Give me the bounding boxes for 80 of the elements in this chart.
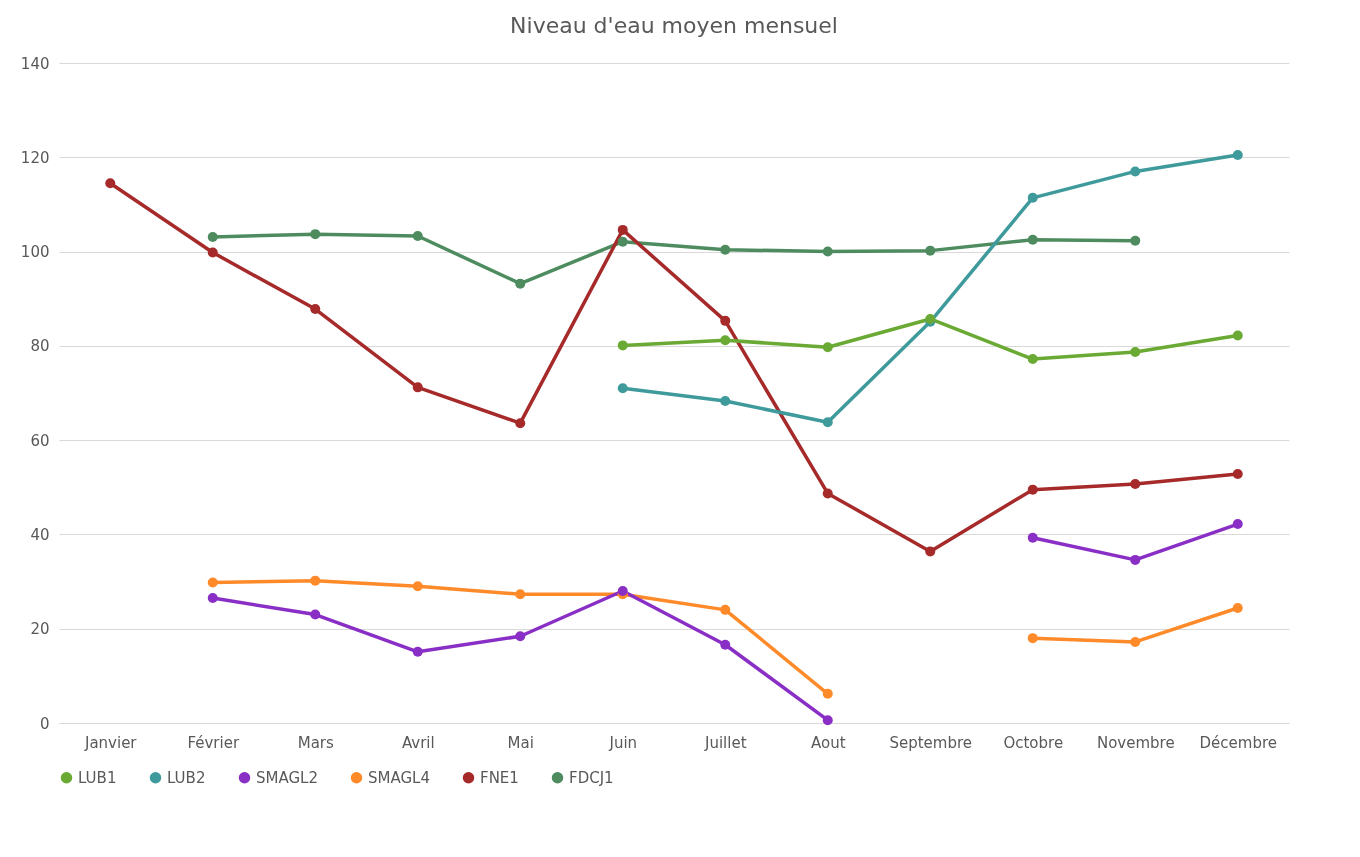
x-tick-label: Juillet <box>703 733 747 752</box>
legend-label: FDCJ1 <box>569 768 614 787</box>
y-tick-label: 20 <box>30 620 50 639</box>
legend-label: LUB1 <box>78 768 117 787</box>
point <box>207 577 218 588</box>
legend-label: SMAGL2 <box>256 768 318 787</box>
y-tick-label: 80 <box>30 337 50 356</box>
point <box>310 609 321 620</box>
y-tick-label: 140 <box>20 54 50 73</box>
point <box>822 688 833 699</box>
point <box>1130 347 1141 357</box>
legend-label: SMAGL4 <box>368 768 430 787</box>
x-tick-label: Octobre <box>1003 733 1064 752</box>
point <box>925 245 936 256</box>
point <box>1130 554 1141 565</box>
chart-title: Niveau d'eau moyen mensuel <box>510 13 838 38</box>
point <box>1130 636 1141 647</box>
point <box>617 383 628 394</box>
y-tick-label: 100 <box>20 243 50 262</box>
point <box>207 593 218 604</box>
x-tick-label: Avril <box>401 733 435 752</box>
point <box>310 304 321 315</box>
point <box>1027 354 1038 365</box>
point <box>1027 192 1038 203</box>
point <box>822 715 833 726</box>
x-tick-label: Mai <box>507 733 534 752</box>
point <box>822 488 833 499</box>
point <box>1027 484 1038 495</box>
point <box>515 631 526 642</box>
x-tick-label: Janvier <box>83 733 138 752</box>
point <box>720 396 731 406</box>
point <box>617 586 628 596</box>
x-tick-label: Juin <box>608 733 638 752</box>
x-tick-label: Décembre <box>1199 733 1277 752</box>
point <box>105 178 116 189</box>
y-tick-label: 120 <box>20 148 50 167</box>
point <box>412 382 423 393</box>
point <box>720 315 731 326</box>
point <box>1130 235 1141 246</box>
point <box>412 646 423 657</box>
y-tick-label: 0 <box>39 714 50 733</box>
point <box>515 418 526 429</box>
point <box>617 340 628 351</box>
legend-label: LUB2 <box>167 768 206 787</box>
x-tick-label: Aout <box>810 733 846 752</box>
point <box>720 639 731 650</box>
point <box>1232 602 1243 613</box>
point <box>310 229 321 240</box>
x-tick-label: Novembre <box>1096 733 1175 752</box>
x-tick-label: Février <box>187 733 240 752</box>
point <box>925 546 936 557</box>
point <box>720 604 731 615</box>
point <box>1232 330 1243 341</box>
point <box>1130 166 1141 177</box>
point <box>617 236 628 247</box>
y-tick-label: 60 <box>30 431 50 450</box>
y-tick-label: 40 <box>30 525 50 544</box>
point <box>822 417 833 428</box>
point <box>822 342 833 353</box>
x-tick-label: Septembre <box>889 733 973 752</box>
point <box>412 231 423 241</box>
point <box>207 247 218 258</box>
point <box>1232 519 1243 530</box>
point <box>1232 469 1243 480</box>
point <box>1232 149 1243 160</box>
point <box>1027 234 1038 245</box>
point <box>515 278 526 289</box>
point <box>617 224 628 235</box>
legend-label: FNE1 <box>480 768 519 787</box>
point <box>1027 633 1038 644</box>
point <box>515 589 526 600</box>
x-tick-label: Mars <box>297 733 334 752</box>
point <box>412 581 423 592</box>
point <box>1027 532 1038 543</box>
point <box>720 335 731 346</box>
point <box>720 244 731 255</box>
point <box>310 575 321 586</box>
point <box>207 231 218 242</box>
point <box>1130 479 1141 489</box>
point <box>822 246 833 257</box>
